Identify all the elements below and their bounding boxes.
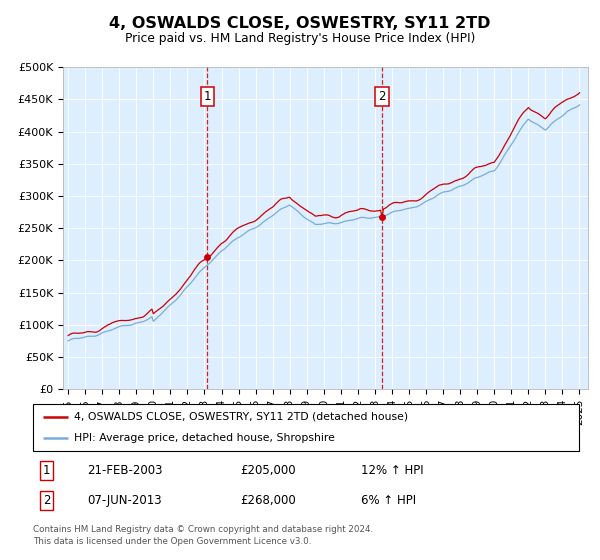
Text: 4, OSWALDS CLOSE, OSWESTRY, SY11 2TD: 4, OSWALDS CLOSE, OSWESTRY, SY11 2TD xyxy=(109,16,491,31)
Text: 07-JUN-2013: 07-JUN-2013 xyxy=(88,494,162,507)
Text: £268,000: £268,000 xyxy=(241,494,296,507)
FancyBboxPatch shape xyxy=(33,404,579,451)
Text: 4, OSWALDS CLOSE, OSWESTRY, SY11 2TD (detached house): 4, OSWALDS CLOSE, OSWESTRY, SY11 2TD (de… xyxy=(74,412,408,422)
Text: 2: 2 xyxy=(43,494,50,507)
Text: 2: 2 xyxy=(378,90,386,102)
Text: Price paid vs. HM Land Registry's House Price Index (HPI): Price paid vs. HM Land Registry's House … xyxy=(125,32,475,45)
Text: 12% ↑ HPI: 12% ↑ HPI xyxy=(361,464,423,477)
Text: £205,000: £205,000 xyxy=(241,464,296,477)
Text: 1: 1 xyxy=(43,464,50,477)
Text: 1: 1 xyxy=(203,90,211,102)
Text: Contains HM Land Registry data © Crown copyright and database right 2024.
This d: Contains HM Land Registry data © Crown c… xyxy=(33,525,373,545)
Text: HPI: Average price, detached house, Shropshire: HPI: Average price, detached house, Shro… xyxy=(74,433,335,444)
Text: 6% ↑ HPI: 6% ↑ HPI xyxy=(361,494,416,507)
Text: 21-FEB-2003: 21-FEB-2003 xyxy=(88,464,163,477)
